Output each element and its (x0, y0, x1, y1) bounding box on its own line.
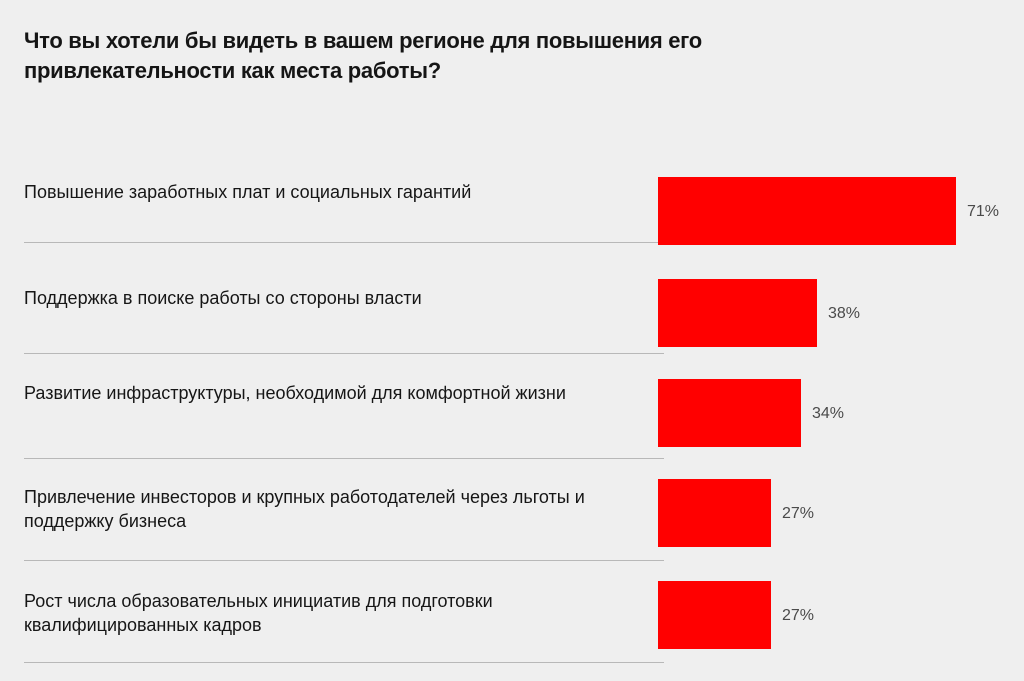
category-label: Рост числа образовательных инициатив для… (24, 591, 493, 635)
category-label: Повышение заработных плат и социальных г… (24, 182, 472, 202)
value-label: 27% (782, 505, 815, 522)
value-label: 38% (828, 305, 861, 322)
bar (658, 177, 956, 245)
row-divider (24, 662, 664, 663)
value-label: 71% (967, 203, 1000, 220)
category-label: Поддержка в поиске работы со стороны вла… (24, 288, 422, 308)
value-label: 34% (812, 405, 845, 422)
row-divider (24, 560, 664, 561)
bar (658, 581, 771, 649)
bar (658, 379, 801, 447)
bar (658, 279, 817, 347)
row-divider (24, 242, 664, 243)
value-label: 27% (782, 607, 815, 624)
bar (658, 479, 771, 547)
category-label: Привлечение инвесторов и крупных работод… (24, 487, 585, 531)
chart-title: Что вы хотели бы видеть в вашем регионе … (24, 28, 702, 83)
category-label: Развитие инфраструктуры, необходимой для… (24, 383, 566, 403)
row-divider (24, 353, 664, 354)
row-divider (24, 458, 664, 459)
